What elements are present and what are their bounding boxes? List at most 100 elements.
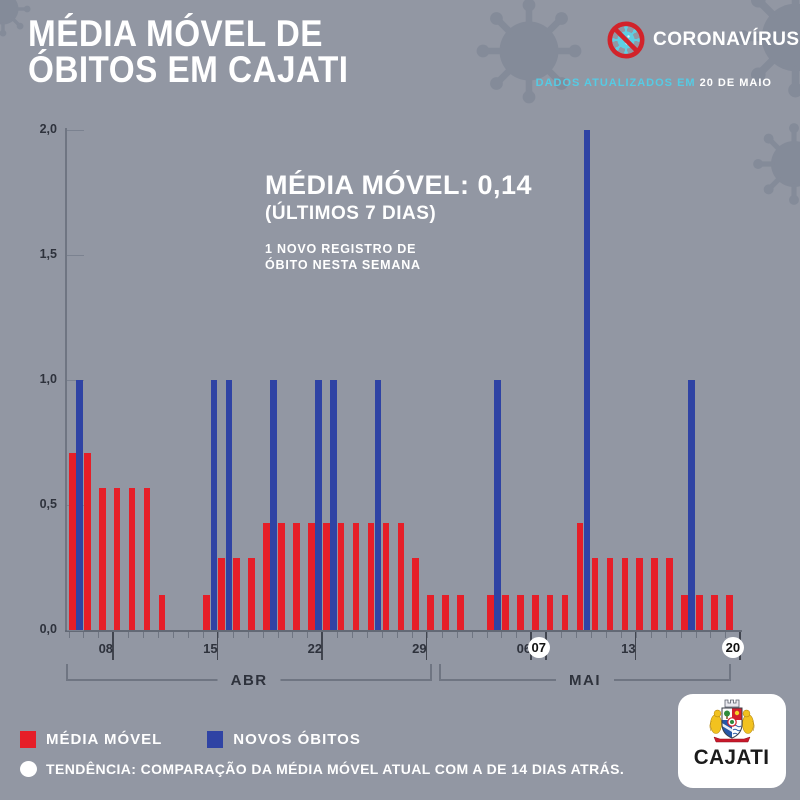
x-axis-day-tick [471,632,473,638]
novos-obitos-legend-label: NOVOS ÓBITOS [233,731,361,748]
cajati-crest-icon [709,699,755,743]
x-axis-week-tick [216,632,219,660]
x-axis-day-tick [217,632,219,638]
plot-area: 2,0 1,5 1,0 0,5 0,0 08 15 22 29 06 07 13 20 ABR MAI [40,122,744,689]
bar-novos-obitos-19/ABR [270,380,277,630]
month-label-MAI: MAI [556,672,615,689]
x-axis-day-tick [620,632,622,638]
title-line-1: MÉDIA MÓVEL DE [28,13,323,54]
x-axis-day-tick [187,632,189,638]
month-bracket-MAI: MAI [439,664,731,689]
media-movel-legend-label: MÉDIA MÓVEL [46,731,163,748]
bar-media-movel-15/ABR [203,595,211,630]
x-axis-day-tick [650,632,652,638]
x-axis-day-tick [680,632,682,638]
x-axis-label-20: 20 [721,637,744,658]
bar-media-movel-10/ABR [128,487,136,630]
city-name: CAJATI [694,746,770,769]
x-axis-day-tick [546,632,548,638]
x-axis-day-tick [605,632,607,638]
bar-novos-obitos-16/ABR [225,380,233,630]
y-axis-tick [67,379,84,381]
x-axis-day-tick [635,632,637,638]
x-axis-day-tick [128,632,130,638]
bar-media-movel-16/MAI [666,557,673,630]
moving-average-window: (ÚLTIMOS 7 DIAS) [265,203,437,224]
bar-media-movel-02/MAI [457,595,464,630]
bar-media-movel-05/MAI [502,595,509,630]
x-axis-day-tick [710,632,712,638]
bar-media-movel-14/MAI [636,557,644,630]
bar-media-movel-08/MAI [546,595,554,630]
new-record-note: 1 NOVO REGISTRO DE ÓBITO NESTA SEMANA [265,242,421,272]
x-axis-label-07: 07 [527,637,550,658]
y-axis-tick [67,629,84,631]
bar-media-movel-19/ABR [263,522,270,630]
x-axis-label-13: 13 [621,641,636,656]
y-axis-label: 1,0 [39,372,57,386]
bar-media-movel-19/MAI [711,595,718,630]
bar-media-movel-13/MAI [621,557,629,630]
x-axis-day-tick [531,632,533,638]
x-axis-day-tick [143,632,145,638]
x-axis-week-tick [321,632,323,660]
x-axis-day-tick [516,632,518,638]
x-axis-day-tick [277,632,279,638]
bar-media-movel-18/MAI [696,595,703,630]
updated-date: 20 DE MAIO [699,77,772,89]
bar-novos-obitos-15/ABR [210,380,218,630]
x-axis-day-tick [665,632,667,638]
x-axis-day-tick [352,632,354,638]
media-movel-swatch [20,731,36,748]
bar-novos-obitos-17/MAI [688,380,695,630]
tendencia-text: TENDÊNCIA: COMPARAÇÃO DA MÉDIA MÓVEL ATU… [46,761,625,777]
data-updated-note: DADOS ATUALIZADOS EM 20 DE MAIO [536,77,772,89]
bar-media-movel-22/ABR [307,522,315,630]
x-axis-day-tick [561,632,563,638]
x-axis-week-tick [112,632,114,660]
y-axis-tick [67,254,84,256]
bar-media-movel-20/MAI [726,595,733,630]
bar-media-movel-29/ABR [412,557,420,630]
x-axis-label-15: 15 [203,641,218,656]
page-title: MÉDIA MÓVEL DE ÓBITOS EM CAJATI [28,13,349,90]
chart-annotation: MÉDIA MÓVEL: 0,14 (ÚLTIMOS 7 DIAS) 1 NOV… [265,170,532,273]
x-axis-label-22: 22 [307,641,323,656]
x-axis-day-tick [98,632,100,638]
x-axis-day-tick [307,632,309,638]
x-axis-day-tick [322,632,324,638]
no-coronavirus-icon [607,21,645,59]
x-axis-day-tick [262,632,264,638]
x-axis-day-tick [576,632,578,638]
y-axis-label: 0,0 [39,622,57,636]
x-axis-day-tick [337,632,339,638]
coronavirus-logo-label: CORONAVÍRUS [653,29,800,50]
bar-media-movel-04/MAI [487,595,494,630]
x-axis-day-tick [292,632,294,638]
bar-media-movel-25/ABR [352,522,360,630]
x-axis-day-tick [695,632,697,638]
bar-media-movel-21/ABR [293,522,300,630]
x-axis-label-06: 06 [516,641,532,656]
bar-media-movel-10/MAI [576,522,584,630]
bar-media-movel-11/MAI [591,557,599,630]
x-axis-day-tick [83,632,85,638]
bar-media-movel-17/MAI [681,595,688,630]
bar-media-movel-24/ABR [337,522,345,630]
x-axis-day-tick [202,632,204,638]
x-axis-day-tick [367,632,369,638]
x-axis-label-08: 08 [98,641,114,656]
x-axis-day-tick [725,632,727,638]
bar-media-movel-30/ABR [427,595,434,630]
novos-obitos-swatch [207,731,224,748]
bar-media-movel-27/ABR [382,522,390,630]
month-bracket-ABR: ABR [66,664,433,689]
bar-media-movel-26/ABR [367,522,375,630]
title-line-2: ÓBITOS EM CAJATI [28,49,349,90]
y-axis-label: 1,5 [39,247,57,261]
x-axis-day-tick [68,632,70,638]
bar-media-movel-18/ABR [248,557,255,630]
bar-media-movel-12/ABR [158,595,166,630]
x-axis-day-tick [486,632,488,638]
bar-media-movel-15/MAI [651,557,658,630]
